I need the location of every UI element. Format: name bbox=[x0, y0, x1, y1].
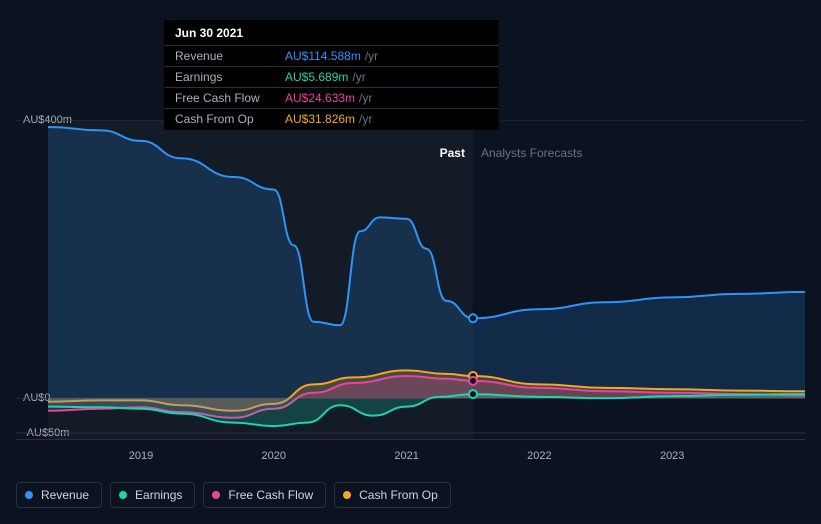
legend-toggle-free_cash_flow[interactable]: Free Cash Flow bbox=[203, 482, 326, 508]
tooltip-row-value: AU$31.826m/yr bbox=[275, 109, 498, 130]
tooltip-row-value: AU$114.588m/yr bbox=[275, 46, 498, 67]
tooltip-row-label: Revenue bbox=[165, 46, 275, 67]
legend-dot-icon bbox=[25, 491, 33, 499]
tooltip-date: Jun 30 2021 bbox=[165, 21, 498, 46]
chart-area: AU$400mAU$0-AU$50m Past Analysts Forecas… bbox=[16, 120, 805, 465]
chart-tooltip: Jun 30 2021 Revenue AU$114.588m/yrEarnin… bbox=[164, 20, 499, 130]
x-axis: 2019 2020 2021 2022 2023 bbox=[16, 445, 805, 465]
legend-label: Revenue bbox=[41, 488, 89, 502]
tooltip-row-value: AU$24.633m/yr bbox=[275, 88, 498, 109]
x-axis-label: 2023 bbox=[660, 450, 684, 462]
x-axis-label: 2022 bbox=[527, 450, 551, 462]
legend-label: Earnings bbox=[135, 488, 182, 502]
legend-toggle-revenue[interactable]: Revenue bbox=[16, 482, 102, 508]
tooltip-row-label: Free Cash Flow bbox=[165, 88, 275, 109]
tooltip-table: Revenue AU$114.588m/yrEarnings AU$5.689m… bbox=[165, 46, 498, 129]
x-axis-label: 2019 bbox=[129, 450, 153, 462]
legend-dot-icon bbox=[119, 491, 127, 499]
chart-plot[interactable]: AU$400mAU$0-AU$50m Past Analysts Forecas… bbox=[16, 120, 805, 440]
legend-label: Free Cash Flow bbox=[228, 488, 313, 502]
tooltip-row-value: AU$5.689m/yr bbox=[275, 67, 498, 88]
legend-dot-icon bbox=[212, 491, 220, 499]
legend-dot-icon bbox=[343, 491, 351, 499]
legend-toggle-earnings[interactable]: Earnings bbox=[110, 482, 195, 508]
chart-legend: Revenue Earnings Free Cash Flow Cash From O… bbox=[16, 482, 451, 508]
x-axis-label: 2020 bbox=[262, 450, 286, 462]
legend-toggle-cash_from_op[interactable]: Cash From Op bbox=[334, 482, 451, 508]
x-axis-label: 2021 bbox=[394, 450, 418, 462]
tooltip-row-label: Cash From Op bbox=[165, 109, 275, 130]
legend-label: Cash From Op bbox=[359, 488, 438, 502]
tooltip-row-label: Earnings bbox=[165, 67, 275, 88]
